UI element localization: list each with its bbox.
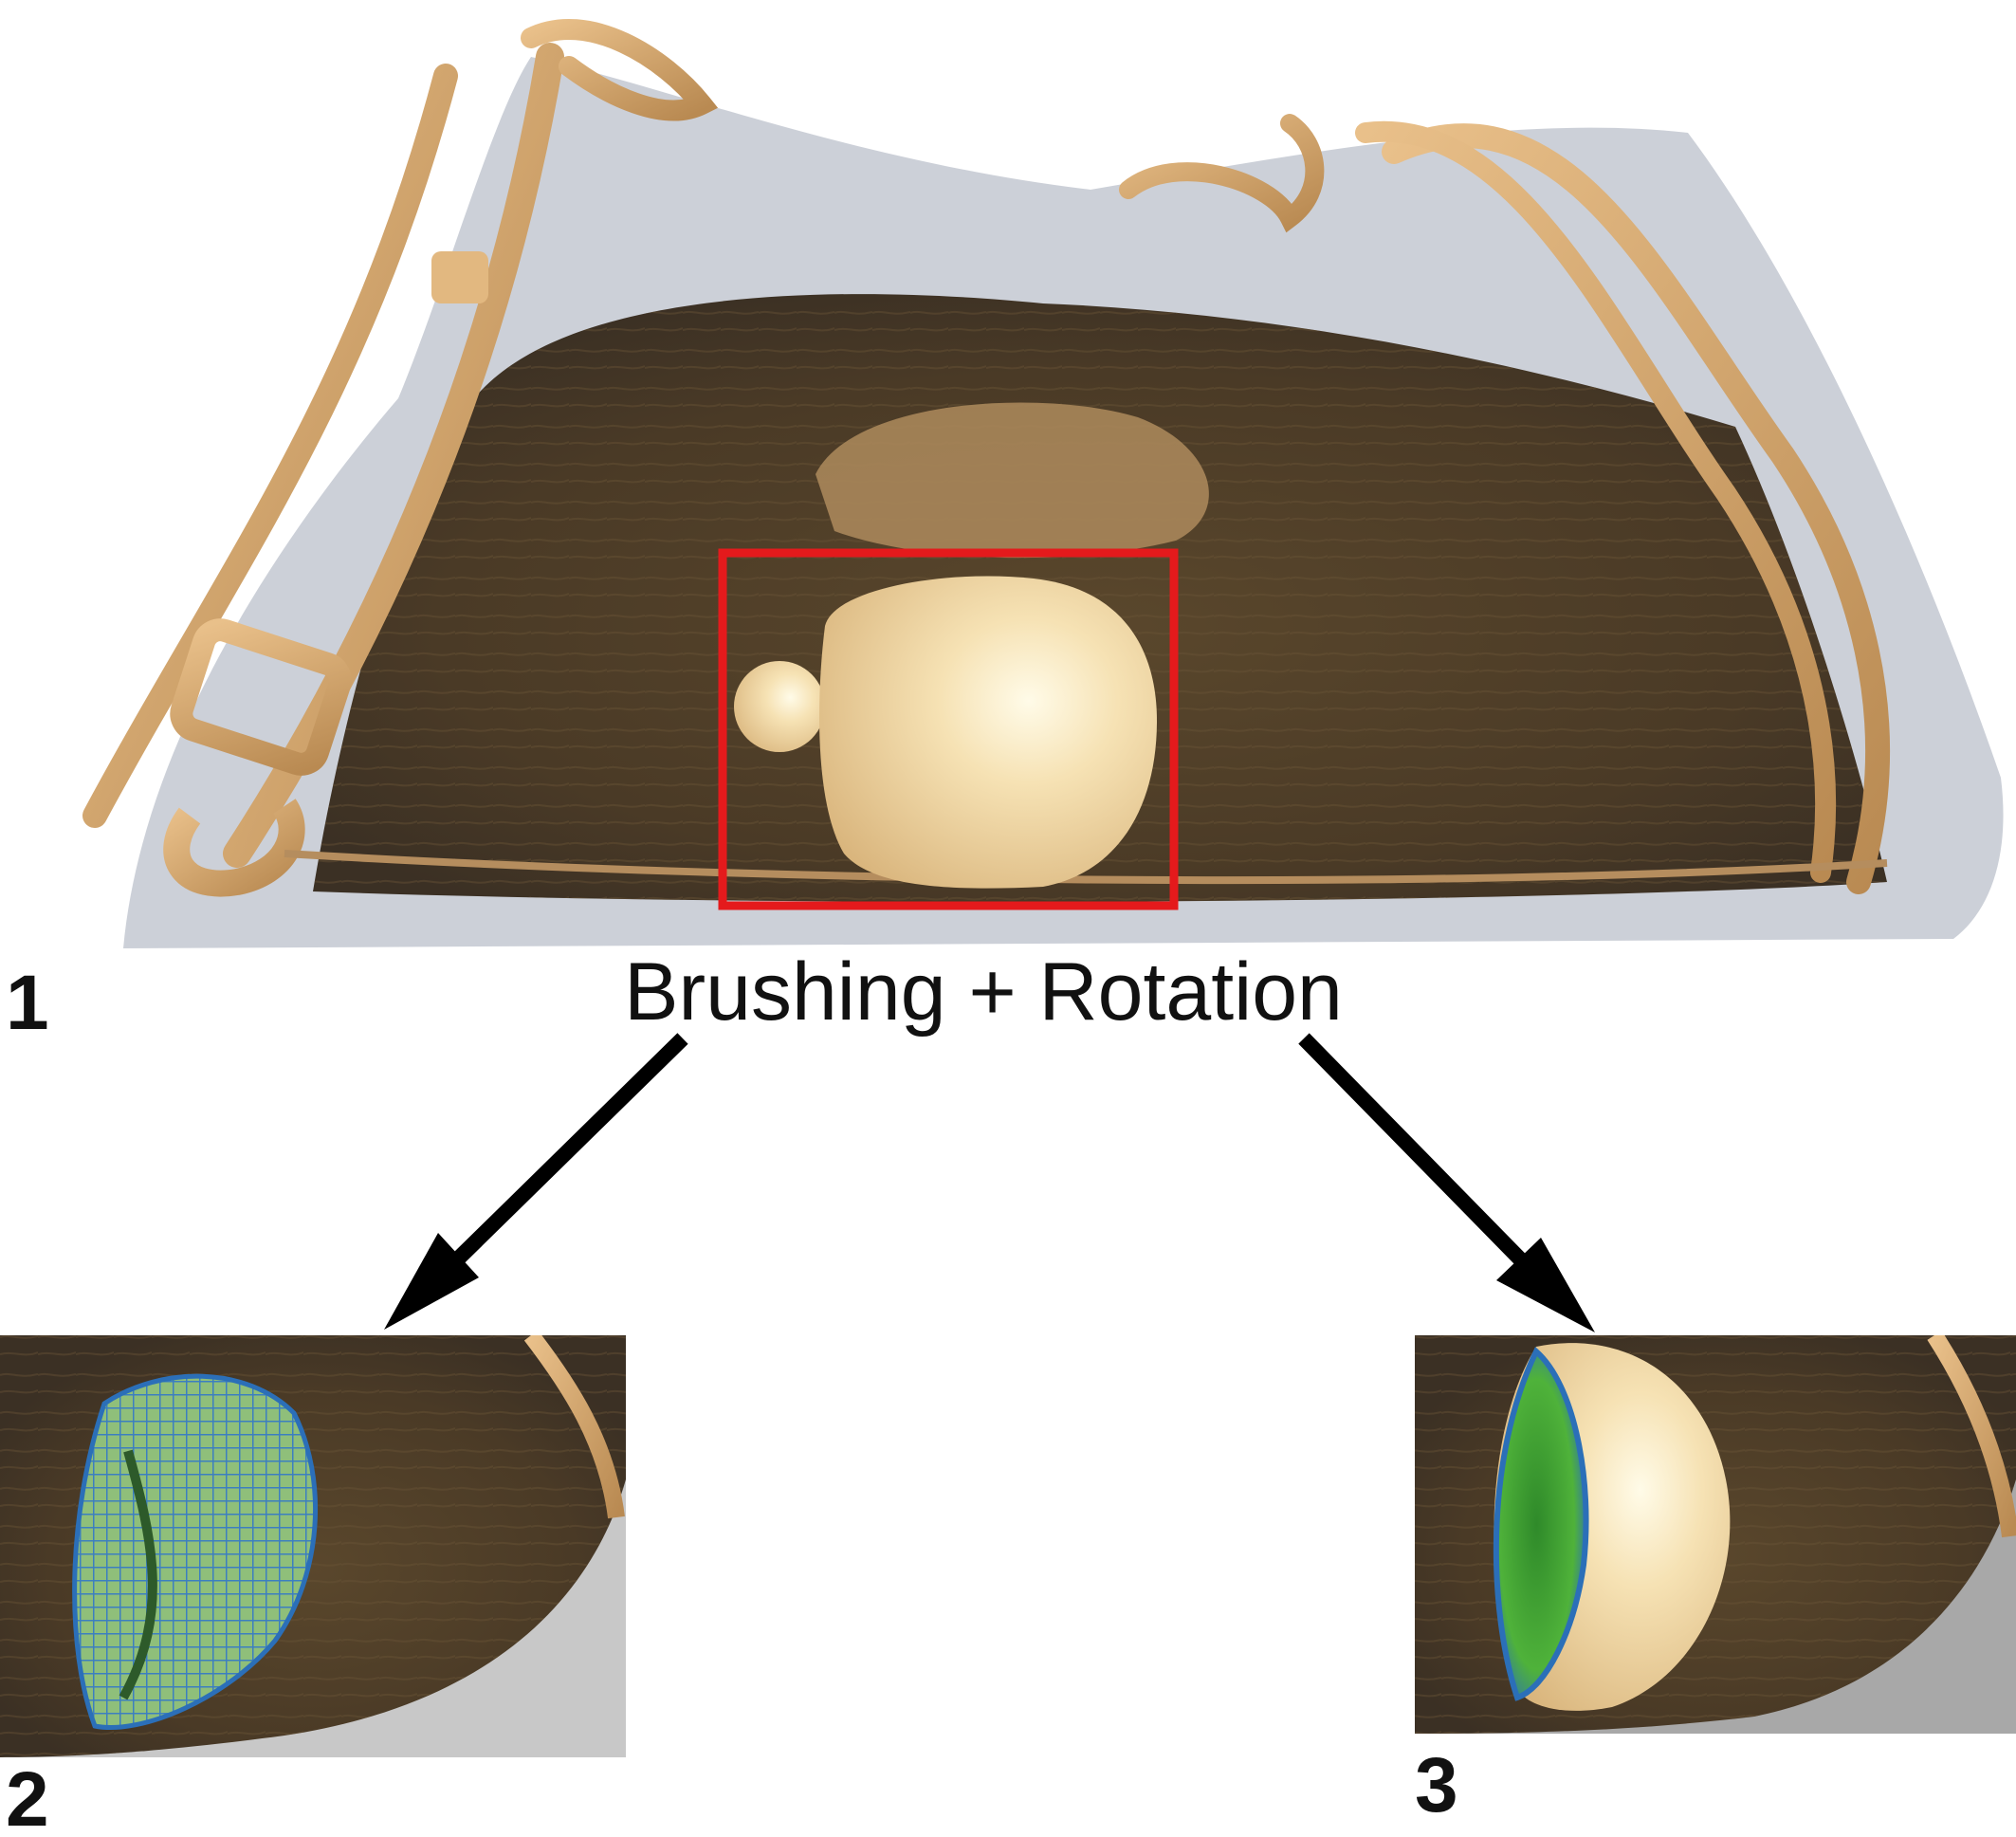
- right-strap-inner: [1355, 120, 1837, 883]
- brush-selection-box: [718, 548, 1179, 910]
- bag-bottom-edge: [284, 850, 1888, 885]
- caption-brushing-rotation: Brushing + Rotation: [624, 946, 1343, 1038]
- panel-2-rotated-view: [0, 1335, 626, 1757]
- brushed-object-cut-face: [1493, 1347, 1589, 1701]
- upper-object: [816, 402, 1209, 559]
- arrow-to-panel-3: [1298, 1033, 1595, 1332]
- left-strap-outer: [82, 64, 458, 828]
- bag-fiber-texture: [313, 294, 1887, 902]
- panel-label-2: 2: [6, 1756, 49, 1837]
- panel-3-rotated-view: [1415, 1335, 2016, 1734]
- left-strap-top-loop: [521, 19, 719, 121]
- panel-1-volume-render: [82, 19, 2004, 948]
- right-strap-loop: [1119, 114, 1325, 233]
- panel-label-1: 1: [6, 960, 49, 1046]
- left-strap-clip: [431, 251, 488, 303]
- left-buckle: [170, 618, 352, 776]
- arrow-to-panel-2: [384, 1033, 688, 1330]
- right-strap-outer: [1382, 123, 1890, 894]
- brushed-object: [734, 576, 1157, 889]
- panel-label-3: 3: [1415, 1742, 1458, 1828]
- left-strap-tail: [163, 799, 305, 897]
